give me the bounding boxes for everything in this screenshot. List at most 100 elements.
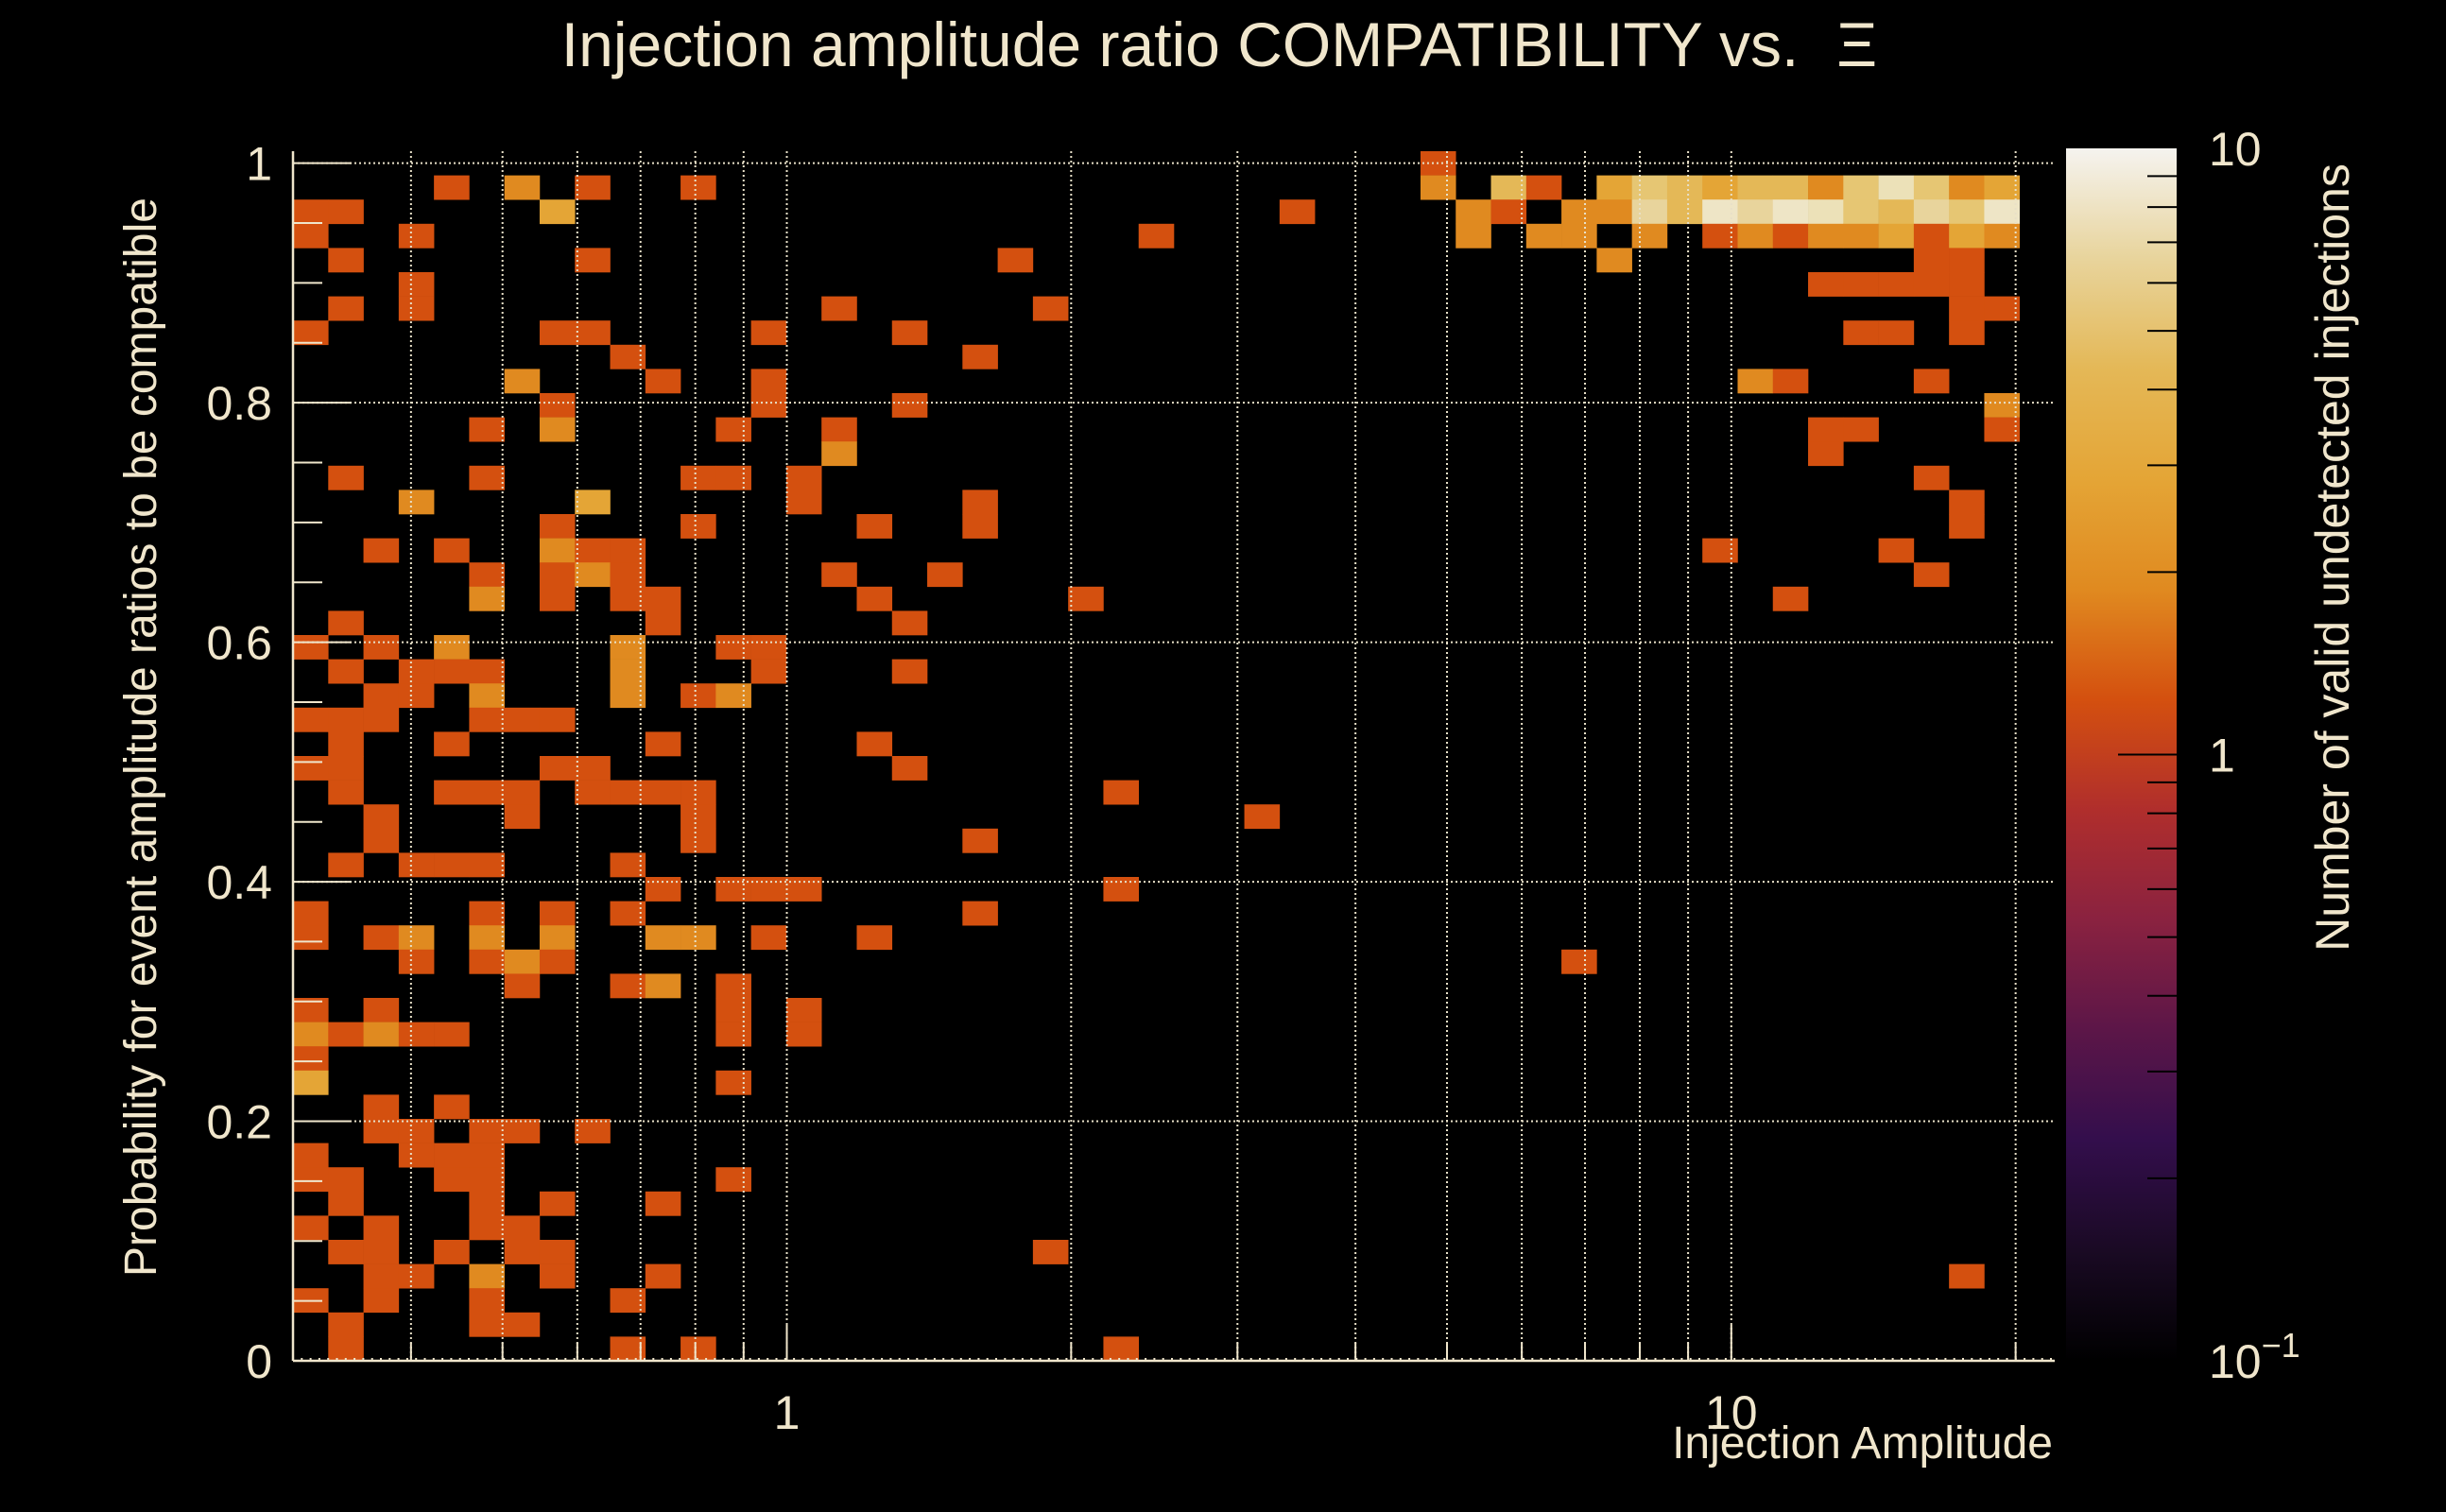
heatmap-cell	[1525, 175, 1562, 200]
heatmap-cell	[469, 949, 505, 974]
heatmap-cell	[715, 1167, 751, 1193]
heatmap-cell	[293, 1215, 329, 1241]
heatmap-cell	[293, 320, 329, 346]
heatmap-cell	[398, 223, 435, 249]
heatmap-cell	[785, 490, 822, 515]
heatmap-cell	[1702, 199, 1738, 225]
heatmap-cell	[539, 538, 576, 563]
heatmap-cell	[398, 1263, 435, 1289]
heatmap-cell	[539, 925, 576, 951]
heatmap-cell	[1984, 199, 2021, 225]
y-tick-label: 0.4	[206, 856, 272, 909]
heatmap-cell	[1913, 248, 1950, 273]
heatmap-cell	[434, 175, 470, 200]
chart-title-symbol: Ξ	[1836, 9, 1877, 79]
heatmap-cell	[1103, 877, 1140, 902]
heatmap-cell	[434, 780, 470, 805]
heatmap-cell	[962, 344, 998, 369]
heatmap-cell	[575, 248, 611, 273]
heatmap-cell	[750, 320, 787, 346]
heatmap-cell	[469, 901, 505, 926]
heatmap-cell	[1772, 199, 1809, 225]
heatmap-cell	[1737, 369, 1774, 394]
heatmap-cell	[398, 949, 435, 974]
heatmap-cell	[363, 538, 400, 563]
heatmap-cell	[856, 925, 893, 951]
y-tick-label: 0.8	[206, 377, 272, 430]
heatmap-cell	[1843, 320, 1879, 346]
heatmap-cell	[1808, 417, 1844, 442]
colorbar-title: Number of valid undetected injections	[2306, 163, 2359, 952]
heatmap-cell	[575, 1119, 611, 1143]
heatmap-cell	[1878, 175, 1915, 200]
heatmap-cell	[1949, 175, 1985, 200]
heatmap-cell	[469, 465, 505, 490]
heatmap-cell	[1808, 223, 1844, 249]
heatmap-cell	[715, 683, 751, 709]
heatmap-cell	[434, 1143, 470, 1168]
heatmap-cell	[1913, 369, 1950, 394]
heatmap-cell	[645, 369, 681, 394]
heatmap-cell	[293, 1022, 329, 1047]
x-tick-label: 1	[774, 1386, 801, 1439]
heatmap-cell	[328, 731, 364, 757]
heatmap-cell	[645, 586, 681, 611]
heatmap-cell	[962, 490, 998, 515]
heatmap-cell	[856, 586, 893, 611]
heatmap-cell	[1772, 369, 1809, 394]
heatmap-cell	[575, 490, 611, 515]
heatmap-cell	[1913, 562, 1950, 588]
heatmap-cell	[1456, 223, 1491, 249]
heatmap-cell	[539, 417, 576, 442]
heatmap-cell	[1808, 441, 1844, 467]
heatmap-cell	[363, 1288, 400, 1314]
heatmap-cell	[328, 780, 364, 805]
heatmap-cell	[328, 1240, 364, 1264]
heatmap-cell	[293, 756, 329, 781]
y-tick-label: 0.6	[206, 617, 272, 670]
heatmap-cell	[1949, 272, 1985, 297]
heatmap-cell	[1561, 223, 1597, 249]
x-axis-title: Injection Amplitude	[1672, 1418, 2053, 1469]
heatmap-cell	[398, 1119, 435, 1143]
heatmap-cell	[645, 610, 681, 636]
heatmap-cell	[891, 393, 928, 418]
heatmap-cell	[539, 586, 576, 611]
heatmap-cell	[1878, 223, 1915, 249]
heatmap-cell	[504, 780, 541, 805]
heatmap-cell	[997, 248, 1034, 273]
heatmap-cell	[856, 514, 893, 539]
heatmap-cell	[469, 417, 505, 442]
heatmap-cell	[1244, 804, 1281, 830]
heatmap-cell	[434, 1022, 470, 1047]
heatmap-cell	[1772, 223, 1809, 249]
heatmap-cell	[1913, 465, 1950, 490]
heatmap-cell	[575, 320, 611, 346]
heatmap-cell	[1843, 272, 1879, 297]
heatmap-cell	[680, 683, 716, 709]
heatmap-cell	[293, 199, 329, 225]
heatmap-cell	[539, 514, 576, 539]
heatmap-cell	[469, 562, 505, 588]
heatmap-cell	[575, 756, 611, 781]
heatmap-cell	[328, 296, 364, 321]
heatmap-cell	[328, 610, 364, 636]
heatmap-cell	[645, 1263, 681, 1289]
heatmap-cell	[645, 877, 681, 902]
heatmap-cell	[821, 296, 857, 321]
heatmap-cell	[539, 1263, 576, 1289]
heatmap-cell	[328, 1022, 364, 1047]
heatmap-cell	[1772, 586, 1809, 611]
heatmap-cell	[1949, 514, 1985, 539]
heatmap-cell	[1596, 248, 1632, 273]
heatmap-cell	[1702, 538, 1738, 563]
heatmap-cell	[363, 1119, 400, 1143]
heatmap-cell	[750, 635, 787, 660]
heatmap-cell	[1949, 199, 1985, 225]
heatmap-cell	[785, 1022, 822, 1047]
heatmap-cell	[1456, 199, 1491, 225]
heatmap-cell	[293, 901, 329, 926]
heatmap-cell	[469, 852, 505, 878]
heatmap-cell	[1913, 223, 1950, 249]
